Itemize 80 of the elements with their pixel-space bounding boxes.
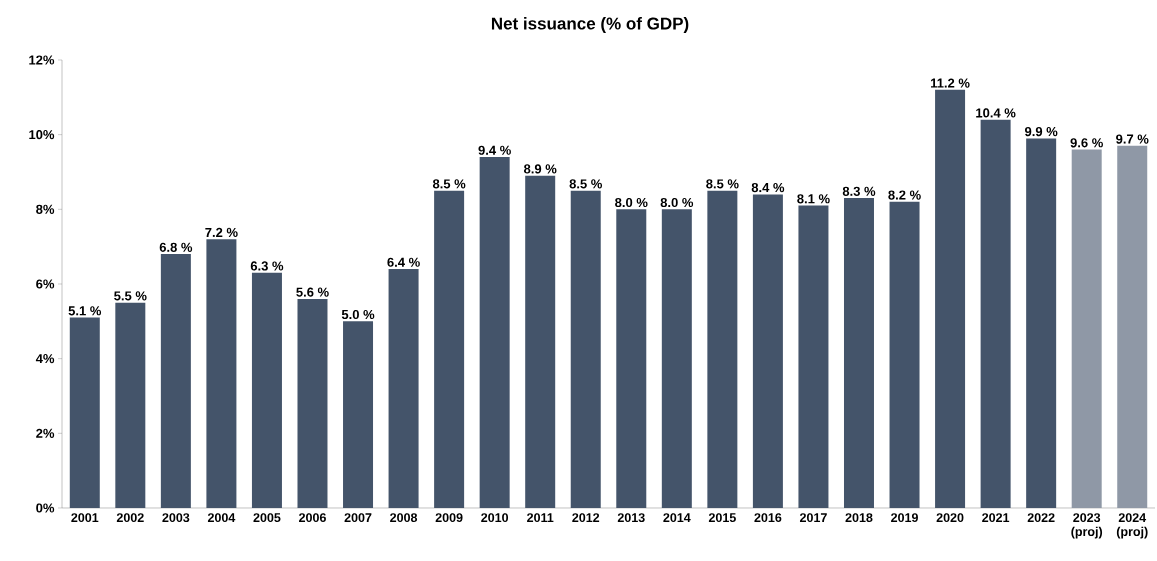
data-label: 8.5 % <box>706 179 739 189</box>
y-tick-label: 8% <box>36 204 55 214</box>
data-label: 6.4 % <box>387 257 420 267</box>
x-tick-label: 2005 <box>253 513 281 523</box>
data-label: 6.8 % <box>159 242 193 252</box>
bar <box>297 298 328 508</box>
bar <box>525 175 556 508</box>
x-tick-label: 2009 <box>435 513 463 523</box>
x-tick-label: 2006 <box>299 513 326 523</box>
data-label: 8.9 % <box>523 164 557 174</box>
bar <box>798 205 829 508</box>
data-label: 5.0 % <box>341 309 375 320</box>
data-label: 8.4 % <box>751 182 785 193</box>
y-tick-label: 4% <box>35 354 55 364</box>
y-tick-label: 2% <box>36 428 55 438</box>
bar <box>752 194 783 508</box>
x-tick-label: 2024 (proj) <box>1116 513 1148 539</box>
data-label: 5.5 % <box>114 291 147 301</box>
x-tick-label: 2013 <box>617 513 645 523</box>
data-label: 10.4 % <box>976 108 1016 118</box>
data-label: 5.6 % <box>296 287 329 297</box>
data-label: 8.1 % <box>797 194 830 204</box>
bar <box>980 119 1011 508</box>
x-tick-label: 2017 <box>799 513 827 523</box>
x-tick-label: 2022 <box>1027 513 1055 523</box>
data-label: 8.0 % <box>615 197 648 208</box>
data-label: 8.5 % <box>569 179 603 189</box>
x-tick-label: 2015 <box>708 513 736 523</box>
bar <box>570 190 601 508</box>
x-tick-label: 2003 <box>162 513 190 523</box>
bar <box>935 89 966 508</box>
y-tick-label: 10% <box>29 130 55 140</box>
x-tick-label: 2021 <box>982 513 1010 523</box>
data-label: 8.3 % <box>842 186 876 196</box>
x-tick-label: 2010 <box>481 513 509 523</box>
bar <box>206 239 237 508</box>
bar <box>388 269 419 508</box>
x-tick-label: 2016 <box>754 513 782 523</box>
bar <box>1117 145 1148 508</box>
y-tick-label: 0% <box>36 503 55 513</box>
bar <box>69 317 100 508</box>
bar <box>479 157 510 508</box>
bar <box>343 321 374 508</box>
data-label: 8.2 % <box>888 190 921 200</box>
bar <box>434 190 465 508</box>
chart-title: Net issuance (% of GDP) <box>491 17 689 33</box>
bar <box>251 272 282 508</box>
data-label: 11.2 % <box>931 78 970 88</box>
bar <box>661 209 692 508</box>
x-tick-label: 2018 <box>845 513 873 523</box>
bar <box>707 190 738 508</box>
data-label: 8.5 % <box>432 179 466 189</box>
x-tick-label: 2020 <box>936 513 964 523</box>
bar <box>616 209 647 508</box>
data-label: 8.0 % <box>660 197 694 208</box>
bar <box>115 302 146 508</box>
x-tick-label: 2002 <box>116 513 144 523</box>
bar <box>843 198 874 508</box>
data-label: 5.1 % <box>68 306 102 316</box>
y-tick-label: 12% <box>29 55 55 65</box>
x-tick-label: 2011 <box>527 513 554 523</box>
x-tick-label: 2023 (proj) <box>1071 513 1103 539</box>
data-label: 9.6 % <box>1070 138 1103 148</box>
x-tick-label: 2008 <box>390 513 418 523</box>
data-label: 9.4 % <box>478 145 511 155</box>
data-label: 9.7 % <box>1116 134 1149 144</box>
data-label: 6.3 % <box>250 261 284 271</box>
bar <box>160 254 191 508</box>
x-tick-label: 2001 <box>71 513 99 523</box>
bar <box>889 201 920 508</box>
x-tick-label: 2004 <box>207 513 236 523</box>
x-tick-label: 2012 <box>572 513 600 523</box>
data-label: 7.2 % <box>205 227 238 237</box>
x-tick-label: 2019 <box>891 513 918 523</box>
x-tick-label: 2007 <box>344 513 372 523</box>
bar <box>1026 138 1057 508</box>
y-tick-label: 6% <box>36 279 55 289</box>
x-tick-label: 2014 <box>663 513 691 523</box>
bar <box>1071 149 1102 508</box>
data-label: 9.9 % <box>1024 126 1058 137</box>
